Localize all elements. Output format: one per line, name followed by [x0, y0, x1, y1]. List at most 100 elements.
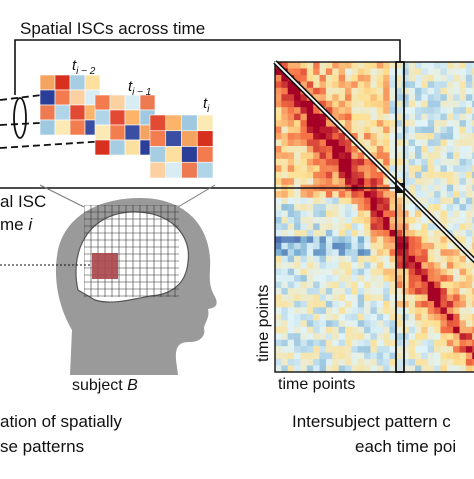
heatmap-cell [338, 313, 346, 321]
heatmap-cell [306, 133, 314, 140]
heatmap-cell [294, 268, 301, 276]
heatmap-cell [364, 300, 371, 308]
heatmap-cell [357, 307, 365, 315]
heatmap-cell [427, 352, 435, 360]
heatmap-cell [338, 74, 346, 82]
heatmap-cell [446, 152, 454, 160]
heatmap-cell [421, 87, 429, 95]
heatmap-cell [351, 236, 359, 244]
heatmap-cell [446, 94, 454, 102]
heatmap-cell [357, 236, 365, 244]
heatmap-cell [281, 326, 289, 334]
heatmap-cell [370, 352, 378, 360]
heatmap-cell [465, 139, 473, 147]
heatmap-cell [287, 210, 295, 218]
heatmap-cell [294, 262, 301, 270]
heatmap-cell [345, 255, 352, 263]
heatmap-cell [306, 275, 314, 283]
heatmap-cell [421, 191, 429, 199]
heatmap-cell [313, 281, 321, 289]
heatmap-cell [376, 333, 384, 341]
heatmap-cell [275, 204, 282, 212]
title: Spatial ISCs across time [20, 19, 205, 38]
heatmap-cell [357, 204, 365, 212]
heatmap-cell [446, 281, 454, 289]
heatmap-cell [300, 307, 308, 315]
heatmap-cell [351, 300, 359, 308]
heatmap-cell [434, 288, 441, 295]
heatmap-cell [459, 68, 467, 76]
heatmap-cell [325, 229, 333, 237]
heatmap-cell [351, 100, 359, 108]
heatmap-cell [345, 107, 352, 115]
heatmap-cell [275, 94, 282, 102]
heatmap-cell [421, 365, 429, 373]
heatmap-cell [459, 339, 467, 347]
heatmap-cell [325, 288, 333, 295]
heatmap-cell [306, 139, 314, 147]
heatmap-cell [338, 275, 346, 283]
heatmap-cell [376, 62, 384, 69]
heatmap-cell [370, 139, 378, 147]
brain-grid [84, 205, 179, 297]
heatmap-cell [421, 275, 429, 283]
heatmap-cell [300, 145, 308, 153]
heatmap-cell [338, 294, 346, 302]
heatmap-cell [275, 87, 282, 95]
heatmap-cell [453, 81, 461, 89]
heatmap-cell [364, 236, 371, 244]
heatmap-cell [325, 100, 333, 108]
heatmap-cell [287, 255, 295, 263]
heatmap-cell [453, 300, 461, 308]
heatmap-cell [325, 268, 333, 276]
heatmap-cell [351, 191, 359, 199]
heatmap-cell [440, 210, 448, 218]
heatmap-cell [383, 152, 391, 160]
heatmap-cell [325, 320, 333, 328]
heatmap-cell [376, 255, 384, 263]
heatmap-cell [427, 313, 435, 321]
heatmap-cell [453, 197, 461, 205]
heatmap-cell [338, 223, 346, 231]
heatmap-cell [446, 249, 454, 257]
heatmap-cell [427, 120, 435, 128]
heatmap-cell [383, 158, 391, 166]
heatmap-cell [345, 100, 352, 108]
heatmap-cell [440, 339, 448, 347]
heatmap-cell [421, 320, 429, 328]
pattern-cell [84, 74, 101, 91]
heatmap-cell [313, 223, 321, 231]
heatmap-cell [465, 262, 473, 270]
heatmap-cell [357, 191, 365, 199]
heatmap-cell [306, 352, 314, 360]
heatmap-cell [453, 281, 461, 289]
heatmap-cell [376, 236, 384, 244]
heatmap-cell [332, 320, 340, 328]
heatmap-cell [434, 139, 441, 147]
heatmap-cell [459, 300, 467, 308]
heatmap-cell [389, 288, 397, 295]
heatmap-cell [453, 275, 461, 283]
heatmap-cell [408, 333, 416, 341]
heatmap-cell [376, 300, 384, 308]
heatmap-cell [389, 249, 397, 257]
heatmap-cell [389, 158, 397, 166]
heatmap-cell [376, 294, 384, 302]
heatmap-cell [408, 242, 416, 250]
heatmap-cell [325, 339, 333, 347]
heatmap-cell [275, 178, 282, 186]
heatmap-cell [446, 107, 454, 115]
heatmap-cell [294, 68, 301, 76]
heatmap-cell [383, 281, 391, 289]
heatmap-cell [389, 255, 397, 263]
heatmap-cell [453, 339, 461, 347]
heatmap-cell [453, 352, 461, 360]
heatmap-cell [465, 365, 473, 373]
heatmap-cell [287, 326, 295, 334]
heatmap-cell [459, 113, 467, 121]
heatmap-cell [459, 352, 467, 360]
heatmap-cell [446, 255, 454, 263]
heatmap-cell [472, 359, 474, 367]
heatmap-cell [408, 313, 416, 321]
heatmap-cell [357, 288, 365, 295]
